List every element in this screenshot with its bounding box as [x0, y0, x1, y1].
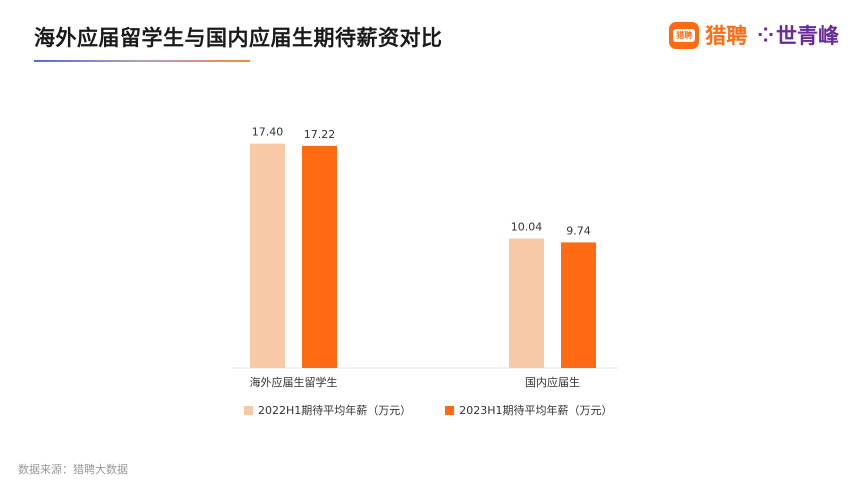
liepin-logo-icon: 猎聘: [669, 21, 700, 49]
bar-0-0: [250, 143, 285, 368]
data-label-0-1: 17.22: [304, 128, 336, 141]
shiqingfeng-logo-text: 世青峰: [776, 24, 839, 48]
logo-badge-text: 猎聘: [673, 28, 696, 42]
legend-item-2023: 2023H1期待平均年薪（万元）: [445, 402, 613, 418]
category-label-0: 海外应届生留学生: [250, 375, 338, 389]
bar-1-1: [561, 242, 596, 368]
bar-group: 17.40 17.22 海外应届生留学生 10.04 9.74 国内应届生: [250, 126, 596, 389]
bar-1-0: [509, 238, 544, 368]
chart-legend: 2022H1期待平均年薪（万元） 2023H1期待平均年薪（万元）: [244, 402, 647, 418]
legend-item-2022: 2022H1期待平均年薪（万元）: [244, 402, 411, 418]
bar-0-1: [302, 145, 337, 368]
page-title: 海外应届留学生与国内应届生期待薪资对比: [34, 26, 443, 50]
brand-logos: 猎聘 猎聘 ⁘ 世青峰: [669, 20, 839, 50]
legend-label-2022: 2022H1期待平均年薪（万元）: [258, 404, 412, 417]
shiqingfeng-mark-icon: ⁘: [757, 23, 774, 47]
liepin-logo-text: 猎聘: [705, 24, 748, 48]
data-label-0-0: 17.40: [252, 126, 284, 139]
legend-label-2023: 2023H1期待平均年薪（万元）: [459, 404, 613, 417]
category-label-1: 国内应届生: [525, 375, 580, 389]
legend-swatch-2022: [244, 405, 253, 415]
data-label-1-0: 10.04: [511, 221, 543, 234]
title-underline: [34, 60, 250, 62]
data-source-note: 数据来源：猎聘大数据: [18, 463, 128, 476]
data-label-1-1: 9.74: [566, 224, 591, 237]
legend-swatch-2023: [445, 405, 455, 415]
